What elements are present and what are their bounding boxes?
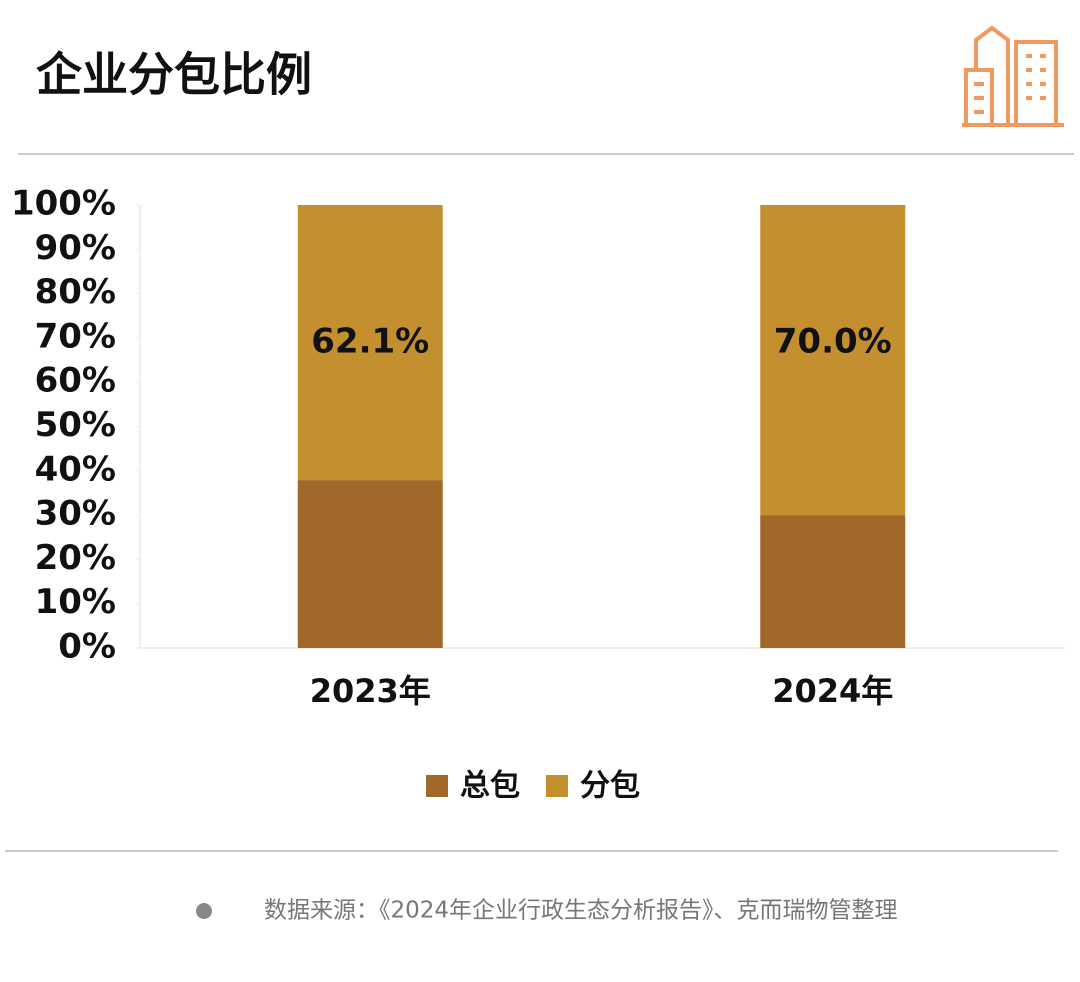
- bullet: [196, 903, 212, 919]
- chart-title: 企业分包比例: [36, 48, 312, 102]
- y-tick-label: 10%: [35, 582, 116, 622]
- legend-label: 分包: [580, 769, 640, 804]
- y-tick-label: 40%: [35, 449, 116, 489]
- x-tick-label: 2023年: [310, 672, 431, 710]
- y-tick-label: 90%: [35, 228, 116, 268]
- y-tick-label: 20%: [35, 538, 116, 578]
- building-icon: [962, 25, 1064, 127]
- y-tick-label: 50%: [35, 405, 116, 445]
- data-label: 70.0%: [774, 322, 892, 362]
- bar-segment: [760, 205, 906, 516]
- x-tick-label: 2024年: [772, 672, 893, 710]
- y-tick-label: 30%: [35, 494, 116, 534]
- y-tick-label: 70%: [35, 316, 116, 356]
- source-note: 数据来源：《2024年企业行政生态分析报告》、克而瑞物管整理: [264, 898, 898, 924]
- bar-segment: [760, 515, 906, 648]
- bar-segment: [297, 205, 443, 481]
- bar-segment: [297, 480, 443, 648]
- y-tick-label: 0%: [58, 627, 116, 667]
- y-tick-label: 80%: [35, 272, 116, 312]
- data-label: 62.1%: [311, 322, 429, 362]
- legend-swatch: [546, 775, 568, 797]
- legend-label: 总包: [460, 769, 520, 804]
- legend-swatch: [426, 775, 448, 797]
- y-tick-label: 100%: [11, 184, 116, 224]
- y-tick-label: 60%: [35, 361, 116, 401]
